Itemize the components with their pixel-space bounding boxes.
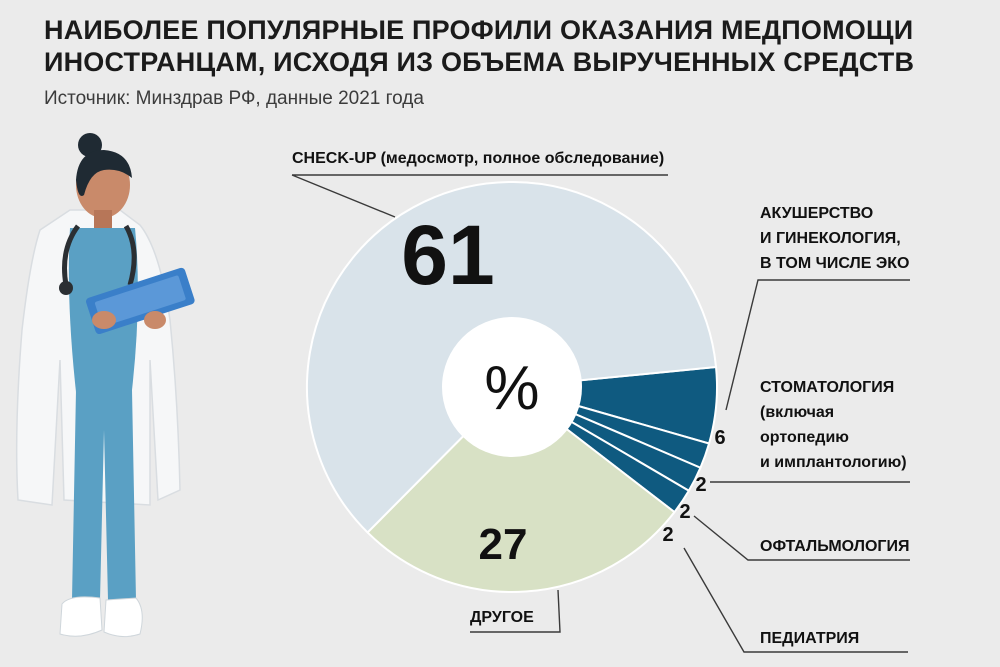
stethoscope-icon [62,224,137,286]
doctor-neck [94,210,112,228]
label-ophthalmology: ОФТАЛЬМОЛОГИЯ [760,538,909,555]
doctor-illustration [15,133,195,638]
label-pediatrics-line-1: ПЕДИАТРИЯ [760,630,859,647]
label-obgyn-line-2: И ГИНЕКОЛОГИЯ, [760,230,901,247]
label-checkup: CHECK-UP (медосмотр, полное обследование… [292,150,664,167]
chart-title-line-1: НАИБОЛЕЕ ПОПУЛЯРНЫЕ ПРОФИЛИ ОКАЗАНИЯ МЕД… [44,15,914,45]
leader-pediatrics [683,547,908,653]
label-dentistry-line-3: ортопедию [760,429,849,446]
label-obgyn-line-3: В ТОМ ЧИСЛЕ ЭКО [760,255,909,272]
label-other: ДРУГОЕ [470,609,534,626]
leader-lines [291,174,910,653]
doctor-hair [76,150,132,196]
chart-source: Источник: Минздрав РФ, данные 2021 года [44,88,424,109]
label-obgyn: АКУШЕРСТВО И ГИНЕКОЛОГИЯ, В ТОМ ЧИСЛЕ ЭК… [760,205,909,272]
value-obgyn: 6 [714,427,725,449]
chart-title-line-2: ИНОСТРАНЦАМ, ИСХОДЯ ИЗ ОБЪЕМА ВЫРУЧЕННЫХ… [44,47,915,77]
label-dentistry-line-4: и имплантологию) [760,454,907,471]
doctor-hand-right [144,311,166,329]
value-ophthalmology: 2 [679,501,690,523]
label-dentistry: СТОМАТОЛОГИЯ (включая ортопедию и имплан… [760,379,907,471]
pie-slice-other [366,385,676,593]
label-dentistry-line-2: (включая [760,404,834,421]
label-ophthalmology-line-1: ОФТАЛЬМОЛОГИЯ [760,538,909,555]
leader-obgyn [725,279,910,411]
leader-checkup [291,174,668,218]
value-pediatrics: 2 [662,524,673,546]
value-other: 27 [479,520,528,569]
stethoscope-chestpiece [59,281,73,295]
pie-center [442,317,582,457]
leader-ophthalmology [693,515,910,561]
label-dentistry-line-1: СТОМАТОЛОГИЯ [760,379,894,396]
chart-title: НАИБОЛЕЕ ПОПУЛЯРНЫЕ ПРОФИЛИ ОКАЗАНИЯ МЕД… [44,14,984,78]
label-other-line-1: ДРУГОЕ [470,609,534,626]
doctor-pants [72,390,136,600]
doctor-shoe-right [103,597,143,638]
doctor-hand-left [92,311,116,329]
unit-label: % [484,354,539,423]
label-obgyn-line-1: АКУШЕРСТВО [760,205,873,222]
label-checkup-line-1: CHECK-UP (медосмотр, полное обследование… [292,150,664,167]
value-checkup: 61 [401,208,494,302]
value-dentistry: 2 [695,474,706,496]
doctor-shoe-left [59,596,103,637]
label-pediatrics: ПЕДИАТРИЯ [760,630,859,647]
leader-other [470,589,561,633]
